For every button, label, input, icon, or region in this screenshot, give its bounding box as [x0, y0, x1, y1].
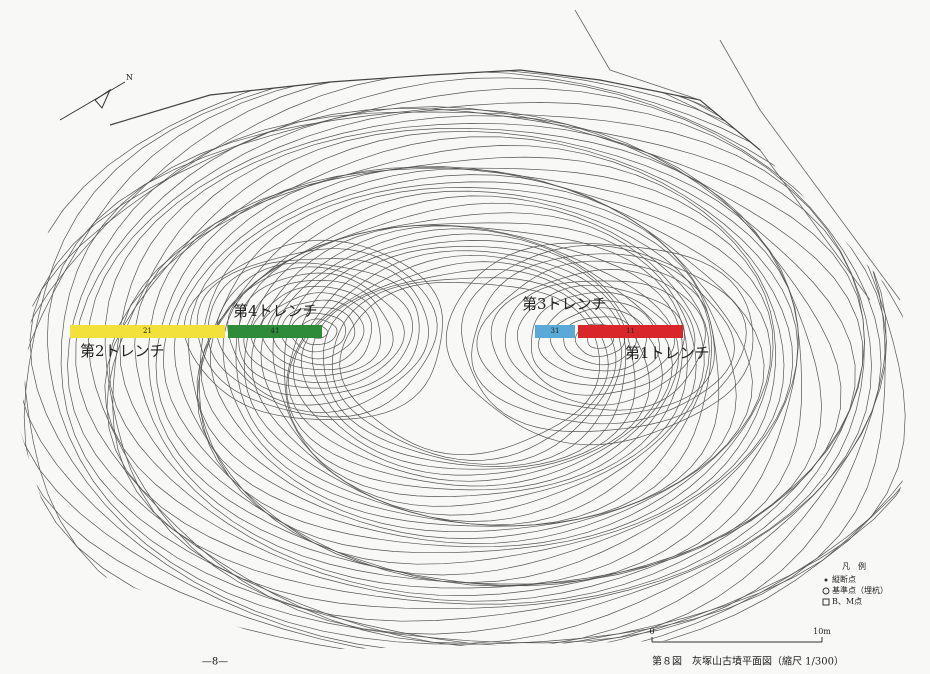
contour-line [284, 233, 673, 491]
trench-number: 31 [551, 327, 560, 335]
contour-line [200, 190, 720, 533]
contour-line [461, 245, 747, 432]
road-edge [574, 9, 901, 301]
north-line [59, 81, 126, 121]
contour-line [292, 250, 636, 476]
contour-line [104, 108, 863, 610]
contour-line [67, 111, 872, 644]
contour-line [549, 307, 648, 372]
contour-line [286, 240, 663, 487]
north-arrow: N [59, 73, 133, 121]
contour-line [445, 242, 754, 446]
scale-end: 10m [813, 627, 831, 636]
contour-line [301, 254, 627, 470]
trench-number: 41 [271, 327, 280, 335]
north-head [94, 88, 112, 109]
legend-item: 縦断点 [832, 574, 856, 584]
contour-line [75, 107, 865, 635]
contour-line [23, 70, 920, 650]
trench-label: 第3トレンチ [522, 295, 607, 313]
contour-line [188, 168, 771, 554]
contour-line [504, 280, 696, 406]
contour-line [148, 156, 794, 587]
scale-start: 0 [649, 627, 654, 636]
contour-line [331, 277, 609, 461]
trench-label: 第1トレンチ [625, 344, 710, 362]
contour-line [311, 261, 623, 467]
contour-line [112, 115, 856, 605]
contour-line [251, 224, 688, 516]
trench-label: 第2トレンチ [80, 342, 165, 360]
contour-line [20, 71, 886, 645]
contour-line [516, 284, 685, 396]
contour-line [243, 222, 697, 522]
contour-line [46, 88, 887, 647]
contour-line [134, 145, 799, 587]
scarp-line [109, 69, 761, 151]
contour-line [471, 253, 735, 425]
legend-symbol [822, 587, 830, 595]
contour-line [235, 212, 705, 526]
north-label: N [126, 73, 133, 82]
contour-line [155, 167, 785, 583]
scale-bar: 0 10m [649, 627, 831, 643]
page-number: —8— [202, 657, 228, 668]
legend-item: B、M点 [832, 597, 862, 606]
contour-line [88, 106, 865, 622]
legend: 凡 例 縦断点 基準点（埋杭） B、M点 [822, 561, 888, 606]
contour-line [210, 195, 712, 527]
legend-symbol [822, 598, 830, 606]
contour-line [119, 136, 799, 585]
contour-line [20, 70, 906, 650]
trench [578, 325, 683, 338]
contour-line [339, 281, 601, 456]
legend-item: 基準点（埋杭） [832, 585, 888, 595]
contour-line [60, 102, 882, 648]
contour-line [272, 228, 680, 497]
trench-label: 第4トレンチ [233, 302, 318, 320]
contour-line [476, 260, 715, 417]
contour-line [538, 300, 660, 379]
trenches: 21 第2トレンチ 41 第4トレンチ 31 第3トレンチ 11 第1トレンチ [70, 295, 710, 362]
legend-title: 凡 例 [842, 561, 866, 571]
contour-line [260, 225, 683, 507]
caption: 第８図 灰塚山古墳平面図（縮尺 1/300） [652, 655, 844, 668]
contour-line [29, 77, 887, 644]
trench-number: 21 [143, 327, 152, 335]
contour-line [108, 130, 802, 589]
contour-line [222, 202, 710, 527]
contour-line [563, 316, 637, 366]
contour-line [173, 166, 774, 565]
contour-line [531, 291, 675, 387]
trench [228, 325, 322, 338]
legend-symbol [824, 578, 828, 582]
trench [535, 325, 575, 338]
contour-line [104, 127, 822, 596]
trench [70, 325, 225, 338]
contour-line [163, 166, 776, 576]
contour-line [490, 269, 706, 411]
trench-number: 11 [626, 327, 635, 335]
